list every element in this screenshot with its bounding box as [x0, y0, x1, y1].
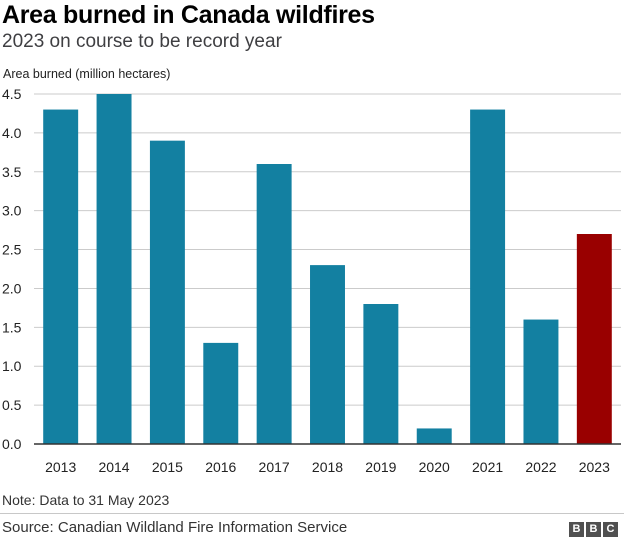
logo-letter: B — [586, 522, 601, 537]
logo-letter: B — [569, 522, 584, 537]
bar-2014 — [96, 94, 132, 444]
y-tick-label: 0.5 — [2, 397, 22, 413]
y-tick-label: 1.5 — [2, 319, 22, 335]
bar-2021 — [470, 109, 506, 445]
y-tick-label: 3.0 — [2, 203, 22, 219]
bbc-logo: B B C — [569, 522, 618, 537]
x-tick-label: 2022 — [525, 459, 556, 475]
bar-2023 — [576, 234, 612, 444]
bar-2015 — [149, 140, 185, 444]
y-tick-label: 2.0 — [2, 280, 22, 296]
bar-2018 — [310, 265, 345, 444]
x-tick-label: 2014 — [98, 459, 129, 475]
y-tick-label: 1.0 — [2, 358, 22, 374]
x-tick-label: 2017 — [259, 459, 290, 475]
bar-2022 — [523, 319, 559, 444]
bar-2019 — [363, 304, 399, 444]
bar-2017 — [256, 164, 292, 444]
x-tick-label: 2013 — [45, 459, 76, 475]
logo-letter: C — [603, 522, 618, 537]
chart-source: Source: Canadian Wildland Fire Informati… — [2, 519, 348, 536]
y-axis-label: Area burned (million hectares) — [3, 67, 170, 81]
bar-2016 — [203, 342, 239, 444]
y-tick-label: 3.5 — [2, 164, 22, 180]
y-tick-label: 4.5 — [2, 86, 22, 102]
y-tick-label: 2.5 — [2, 242, 22, 258]
x-tick-label: 2020 — [419, 459, 450, 475]
x-tick-label: 2023 — [579, 459, 610, 475]
y-tick-label: 4.0 — [2, 125, 22, 141]
x-tick-label: 2019 — [365, 459, 396, 475]
bar-2020 — [416, 428, 452, 444]
x-tick-label: 2015 — [152, 459, 183, 475]
x-tick-label: 2018 — [312, 459, 343, 475]
chart-subtitle: 2023 on course to be record year — [2, 31, 282, 52]
chart-note: Note: Data to 31 May 2023 — [2, 492, 170, 508]
chart-title: Area burned in Canada wildfires — [2, 1, 375, 29]
x-tick-label: 2021 — [472, 459, 503, 475]
footer-divider — [0, 513, 624, 514]
x-tick-label: 2016 — [205, 459, 236, 475]
y-tick-label: 0.0 — [2, 436, 22, 452]
bar-chart: Area burned (million hectares) 0.0 0.5 1.0 1… — [2, 67, 621, 475]
bar-2013 — [43, 109, 79, 445]
